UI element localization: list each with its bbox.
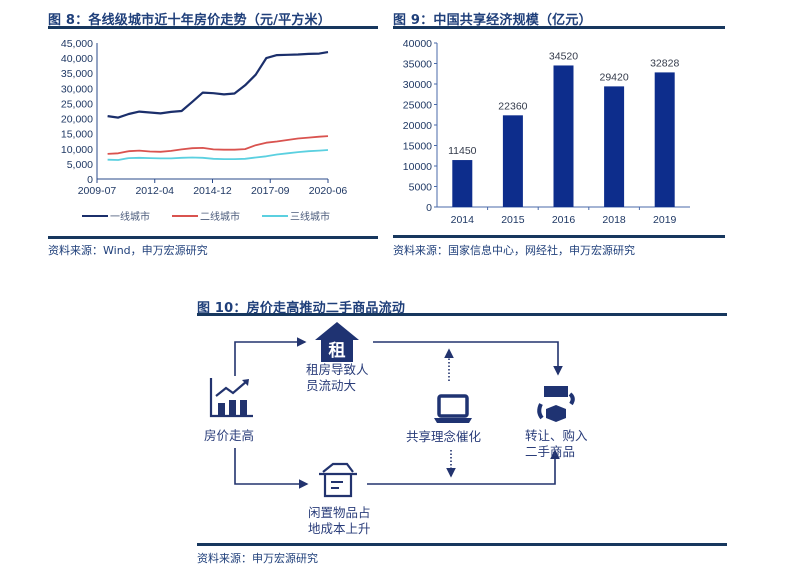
fig8-series [107,51,329,161]
fig8-y-tick: 0 [87,174,93,186]
fig9-y-tick: 10000 [403,161,432,173]
fig8-series-line-3 [107,149,329,161]
fig8-y-axis: 0 5,000 10,000 15,000 20,000 25,000 30,000 35,0… [61,38,93,186]
fig9-bar [553,65,574,207]
legend-swatch-tier1 [82,214,108,217]
fig9-bar [654,72,675,207]
fig8-x-tick: 2012-04 [135,185,174,197]
fig9-x-tick: 2014 [451,214,475,226]
fig10-source: 资料来源：申万宏源研究 [197,552,318,565]
node-sharing-concept: 共享理念催化 [406,429,482,444]
fig10-flow-diagram: 租 [209,322,575,498]
node-trade-line2: 二手商品 [525,444,576,459]
fig8-y-tick: 35,000 [61,68,93,80]
fig9-bar-label: 32828 [650,57,679,69]
fig8-title-rule [48,26,378,29]
rent-house-icon: 租 [315,322,359,362]
fig9-x-tick: 2019 [653,214,677,226]
fig9-bar-label: 29420 [599,71,628,83]
fig8-legend: 一线城市 二线城市 三线城市 [82,208,330,223]
fig8-y-tick: 45,000 [61,38,93,50]
node-idle-line1: 闲置物品占 [308,505,371,520]
laptop-icon [434,394,472,423]
fig9-y-axis: 0 5000 10000 15000 20000 25000 30000 35000 40000 [403,38,437,214]
fig9-title-rule [393,26,725,29]
fig9-bar [452,160,473,207]
legend-label-tier1: 一线城市 [110,212,150,223]
fig10-bottom-rule [197,543,727,546]
fig9-x-tick: 2015 [501,214,525,226]
fig10-title-rule [197,313,727,316]
fig9-y-tick: 20000 [403,120,432,132]
fig8-y-tick: 15,000 [61,129,93,141]
fig9-x-tick: 2018 [602,214,626,226]
exchange-goods-icon [537,386,575,422]
fig10-title: 图 10：房价走高推动二手商品流动 [197,301,406,316]
svg-text:租: 租 [329,340,346,360]
node-trade-line1: 转让、购入 [525,428,588,443]
fig9-bar-chart: 0 5000 10000 15000 20000 25000 30000 35000 40000… [403,38,690,226]
fig9-bar [604,86,625,207]
legend-item-tier1: 一线城市 [82,208,150,223]
fig9-bar [502,115,523,207]
node-idle-line2: 地成本上升 [308,521,371,536]
legend-label-tier3: 三线城市 [290,212,330,223]
node-rent-line1: 租房导致人 [306,362,369,377]
fig8-source: 资料来源：Wind，申万宏源研究 [48,244,208,257]
arrow-start-to-idle [234,448,309,489]
fig9-title: 图 9：中国共享经济规模（亿元） [393,13,592,28]
legend-swatch-tier3 [262,214,288,217]
fig8-x-axis: 2009-07 2012-04 2014-12 2017-09 2020-06 [78,179,348,197]
fig9-x-tick: 2016 [552,214,576,226]
arrow-idle-to-trade [367,449,560,485]
fig9-bar-label: 11450 [448,145,477,157]
legend-item-tier3: 三线城市 [262,208,330,223]
fig8-x-tick: 2014-12 [193,185,232,197]
fig8-x-tick: 2017-09 [251,185,290,197]
fig9-bars: 11450 2014 22360 2015 34520 2016 29420 2018 3282… [448,50,679,226]
fig8-y-tick: 10,000 [61,144,93,156]
fig9-y-tick: 40000 [403,38,432,50]
fig8-series-line-1 [107,51,329,119]
fig8-line-chart: 0 5,000 10,000 15,000 20,000 25,000 30,000 35,0… [61,38,348,197]
fig8-y-tick: 40,000 [61,53,93,65]
fig8-x-tick: 2009-07 [78,185,117,197]
node-rent-line2: 员流动大 [306,378,357,393]
arrow-rent-to-trade [373,341,563,376]
fig8-y-tick: 20,000 [61,114,93,126]
fig9-y-tick: 25000 [403,100,432,112]
storage-box-icon [319,462,357,498]
fig9-y-tick: 35000 [403,59,432,71]
fig8-x-tick: 2020-06 [309,185,348,197]
fig8-series-line-2 [107,135,329,155]
legend-swatch-tier2 [172,214,198,217]
fig8-bottom-rule [48,236,378,239]
legend-item-tier2: 二线城市 [172,208,240,223]
fig9-bottom-rule [393,235,725,238]
fig8-title: 图 8：各线级城市近十年房价走势（元/平方米） [48,13,331,28]
fig9-y-tick: 5000 [409,182,433,194]
fig9-y-tick: 30000 [403,79,432,91]
fig9-bar-label: 22360 [498,100,527,112]
growth-chart-icon [209,378,253,418]
fig9-y-tick: 15000 [403,141,432,153]
fig8-y-tick: 30,000 [61,83,93,95]
arrow-start-to-rent [234,337,307,376]
fig9-bar-label: 34520 [549,50,578,62]
legend-label-tier2: 二线城市 [200,212,240,223]
fig9-y-tick: 0 [426,202,432,214]
fig9-source: 资料来源：国家信息中心，网经社，申万宏源研究 [393,244,635,257]
fig8-y-tick: 5,000 [67,159,93,171]
node-house-price-rise: 房价走高 [204,428,255,443]
fig8-y-tick: 25,000 [61,98,93,110]
